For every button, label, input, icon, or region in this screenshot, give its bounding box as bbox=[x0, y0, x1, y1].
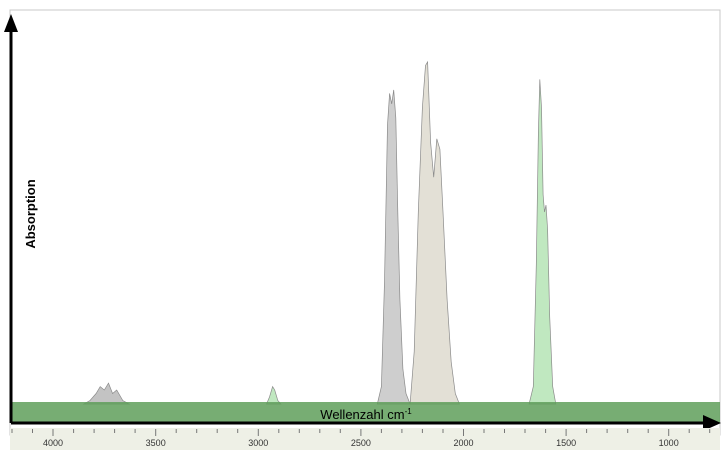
x-axis-title-text: Wellenzahl cm bbox=[320, 407, 404, 422]
x-tick-label: 2500 bbox=[351, 438, 371, 448]
x-tick-label: 3000 bbox=[248, 438, 268, 448]
plot-frame bbox=[9, 9, 721, 436]
x-tick-group: 4000 3500 3000 2500 2000 1500 1000 bbox=[11, 429, 711, 448]
series-group bbox=[82, 60, 557, 405]
x-axis-title-superscript: -1 bbox=[405, 407, 413, 416]
x-tick-strip bbox=[10, 428, 720, 450]
x-tick-label: 1500 bbox=[556, 438, 576, 448]
x-tick-label: 4000 bbox=[43, 438, 63, 448]
x-tick-label: 3500 bbox=[146, 438, 166, 448]
series-area-0 bbox=[376, 89, 411, 405]
series-area-4 bbox=[82, 382, 131, 405]
series-area-3 bbox=[265, 385, 282, 405]
x-axis-title: Wellenzahl cm-1 bbox=[320, 407, 412, 422]
x-axis-arrowhead bbox=[703, 415, 721, 431]
x-tick-label: 1000 bbox=[659, 438, 679, 448]
baseline-band bbox=[10, 402, 720, 423]
y-axis-title: Absorption bbox=[23, 179, 38, 248]
y-axis-arrowhead bbox=[4, 14, 18, 32]
series-area-2 bbox=[528, 79, 557, 405]
series-area-1 bbox=[409, 60, 460, 405]
x-tick-label: 2000 bbox=[453, 438, 473, 448]
